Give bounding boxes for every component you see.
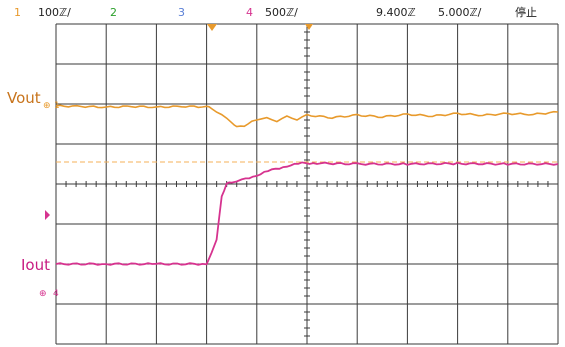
ch1-marker-icon[interactable]: ⊕ — [43, 101, 51, 111]
ch2-number[interactable]: 2 — [110, 6, 117, 19]
status-bar: 1 100ℤ/ 2 3 4 500ℤ/ 9.400ℤ 5.000ℤ/ 停止 — [0, 0, 565, 24]
graticule — [55, 23, 559, 345]
iout-trace — [55, 161, 559, 266]
ch4-marker-icon[interactable]: ⊕ — [39, 289, 47, 299]
trigger-position-icon[interactable] — [207, 24, 217, 31]
ch1-number[interactable]: 1 — [14, 6, 21, 19]
ch4-marker-label: 4 — [53, 289, 59, 299]
trigger-level-icon[interactable] — [45, 210, 50, 220]
ch4-number[interactable]: 4 — [246, 6, 253, 19]
vout-label: Vout — [7, 89, 41, 107]
run-state[interactable]: 停止 — [515, 6, 537, 19]
timebase-position: 9.400ℤ — [376, 6, 416, 19]
ch1-scale: 100ℤ/ — [38, 6, 71, 19]
iout-label: Iout — [21, 256, 50, 274]
ch4-scale: 500ℤ/ — [265, 6, 298, 19]
ch1-marker-label: 1 — [54, 101, 60, 111]
ch3-number[interactable]: 3 — [178, 6, 185, 19]
timebase-center-icon — [305, 24, 313, 30]
vout-trace — [55, 104, 559, 128]
time-per-div: 5.000ℤ/ — [438, 6, 482, 19]
